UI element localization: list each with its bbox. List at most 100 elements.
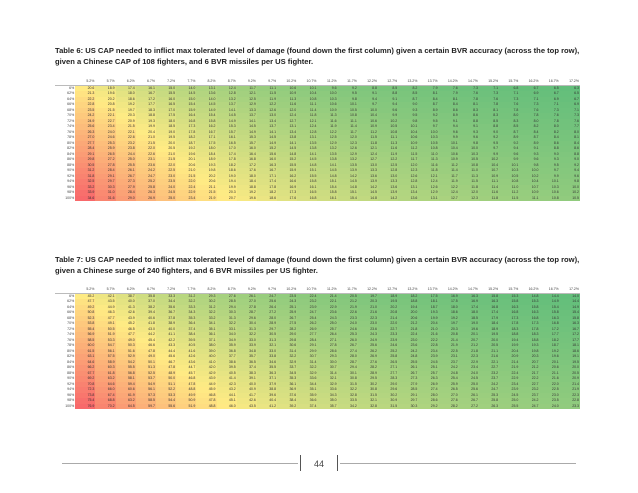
heat-cell: 28.6 (418, 398, 439, 404)
heat-cell: 25.7 (418, 370, 439, 376)
heat-cell: 9.4 (499, 146, 520, 152)
heat-cell: 28.6 (317, 348, 338, 354)
heat-cell: 61.9 (115, 392, 136, 398)
heat-cell: 16.0 (236, 146, 257, 152)
heat-cell: 17.4 (216, 151, 237, 157)
heat-cell: 11.8 (478, 195, 500, 201)
heat-cell: 21.4 (317, 293, 338, 299)
heat-cell: 22.2 (418, 337, 439, 343)
heat-cell: 60.6 (115, 387, 136, 393)
heat-cell: 8.6 (458, 113, 479, 119)
heat-cell: 21.5 (95, 107, 116, 113)
heat-cell: 11.4 (337, 124, 358, 130)
heat-cell: 42.3 (216, 381, 237, 387)
heat-cell: 16.8 (539, 321, 560, 327)
heat-cell: 36.5 (236, 359, 257, 365)
heat-cell: 19.3 (519, 343, 540, 349)
heat-cell: 13.9 (378, 190, 399, 196)
heat-cell: 23.0 (539, 392, 560, 398)
heat-cell: 18.8 (135, 113, 156, 119)
heat-cell: 25.8 (478, 398, 500, 404)
heat-cell: 17.7 (135, 102, 156, 108)
heat-cell: 22.1 (115, 129, 136, 135)
heat-cell: 36.3 (256, 370, 278, 376)
heat-cell: 59.4 (115, 381, 136, 387)
heat-cell: 25.5 (398, 359, 419, 365)
heat-cell: 36.7 (155, 310, 177, 316)
heat-cell: 7.1 (478, 85, 500, 91)
heat-cell: 36.1 (196, 332, 217, 338)
heat-cell: 8.2 (519, 124, 540, 130)
heat-cell: 27.8 (236, 304, 257, 310)
heat-cell: 38.8 (256, 387, 278, 393)
heat-cell: 38.3 (236, 370, 257, 376)
heat-cell: 19.7 (357, 293, 378, 299)
heat-cell: 20.3 (357, 299, 378, 305)
heat-cell: 24.7 (135, 173, 156, 179)
heat-cell: 23.4 (176, 195, 197, 201)
heat-cell: 26.5 (95, 151, 116, 157)
heat-cell: 21.5 (155, 157, 177, 163)
heat-cell: 13.6 (357, 173, 378, 179)
heat-cell: 18.4 (196, 151, 217, 157)
heat-cell: 10.9 (519, 190, 540, 196)
heat-cell: 11.3 (317, 113, 338, 119)
heat-cell: 29.6 (236, 315, 257, 321)
heat-cell: 17.8 (256, 184, 278, 190)
heat-cell: 12.1 (418, 173, 439, 179)
heat-cell: 12.2 (256, 102, 278, 108)
heat-cell: 17.3 (277, 190, 298, 196)
heat-cell: 28.4 (95, 168, 116, 174)
heat-cell: 34.8 (236, 348, 257, 354)
heat-cell: 21.0 (176, 168, 197, 174)
heat-cell: 20.8 (95, 102, 116, 108)
heat-cell: 10.1 (337, 102, 358, 108)
heat-cell: 10.2 (478, 157, 500, 163)
heat-cell: 11.9 (438, 179, 459, 185)
heat-cell: 14.1 (216, 107, 237, 113)
heat-cell: 47.7 (115, 332, 136, 338)
table-row: 6% 45.2 42.1 38.7 35.8 33.3 31.2 29.3 27.6 26.1 24… (55, 293, 580, 299)
heat-cell: 26.7 (115, 173, 136, 179)
heat-cell: 9.8 (458, 140, 479, 146)
heat-cell: 37.1 (196, 337, 217, 343)
heat-cell: 11.3 (458, 173, 479, 179)
heat-cell: 14.2 (357, 184, 378, 190)
heat-cell: 12.2 (378, 157, 399, 163)
heat-cell: 32.2 (176, 299, 197, 305)
heat-cell: 22.4 (176, 184, 197, 190)
heat-cell: 11.5 (256, 91, 278, 97)
row-label: 70% (55, 113, 76, 119)
heat-cell: 36.4 (176, 321, 197, 327)
heat-cell: 21.5 (115, 124, 136, 130)
heat-cell: 26.1 (236, 293, 257, 299)
heat-cell: 20.3 (216, 190, 237, 196)
heat-cell: 28.4 (297, 337, 318, 343)
heat-cell: 25.5 (499, 403, 520, 409)
heat-cell: 31.2 (75, 168, 96, 174)
heat-cell: 17.8 (519, 326, 540, 332)
heat-cell: 11.4 (438, 168, 459, 174)
heat-cell: 29.5 (357, 376, 378, 382)
heat-cell: 17.8 (176, 129, 197, 135)
heat-cell: 29.4 (337, 365, 358, 371)
heat-cell: 8.1 (418, 91, 439, 97)
heat-cell: 10.0 (418, 129, 439, 135)
heat-cell: 18.3 (135, 107, 156, 113)
heat-cell: 24.7 (478, 387, 500, 393)
heat-cell: 16.0 (155, 96, 177, 102)
heat-cell: 10.5 (378, 124, 399, 130)
heat-cell: 30.8 (357, 387, 378, 393)
heat-cell: 22.1 (95, 113, 116, 119)
heat-cell: 19.0 (458, 321, 479, 327)
heat-cell: 12.8 (398, 179, 419, 185)
heat-cell: 7.8 (458, 96, 479, 102)
heat-cell: 16.8 (176, 118, 197, 124)
heat-cell: 20.4 (418, 321, 439, 327)
heat-cell: 46.5 (115, 326, 136, 332)
heat-cell: 18.5 (458, 315, 479, 321)
row-label: 100% (55, 195, 76, 201)
heat-cell: 12.6 (398, 173, 419, 179)
heat-cell: 13.0 (357, 162, 378, 168)
heat-cell: 32.2 (216, 321, 237, 327)
